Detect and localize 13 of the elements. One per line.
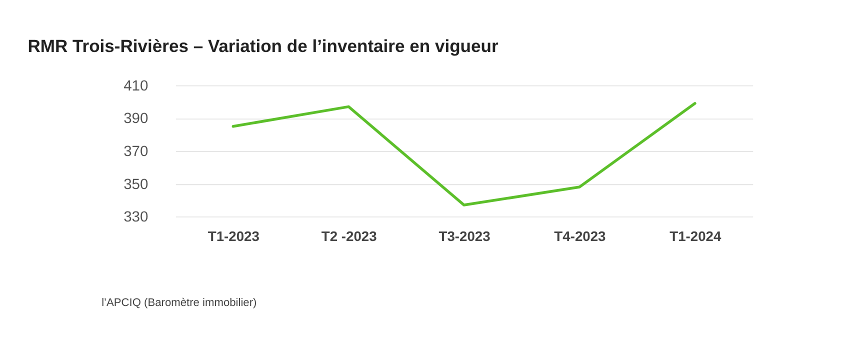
y-tick-label: 330 [124,210,148,226]
line-series [232,102,696,206]
x-tick-label: T4-2023 [554,228,606,244]
y-tick-label: 390 [124,111,148,128]
x-tick-label: T2 -2023 [321,228,378,244]
chart-title: RMR Trois-Rivières – Variation de l’inventaire en vigueur [28,36,498,56]
y-tick-label: 410 [124,78,148,94]
x-tick-label: T1-2023 [208,228,260,244]
x-tick-label: T3-2023 [438,228,491,244]
y-tick-label: 370 [124,144,148,160]
x-tick-label: T1-2024 [670,228,722,244]
text: l’APCIQ (Baromètre immobilier) [102,297,257,310]
y-tick-label: 350 [124,176,148,193]
